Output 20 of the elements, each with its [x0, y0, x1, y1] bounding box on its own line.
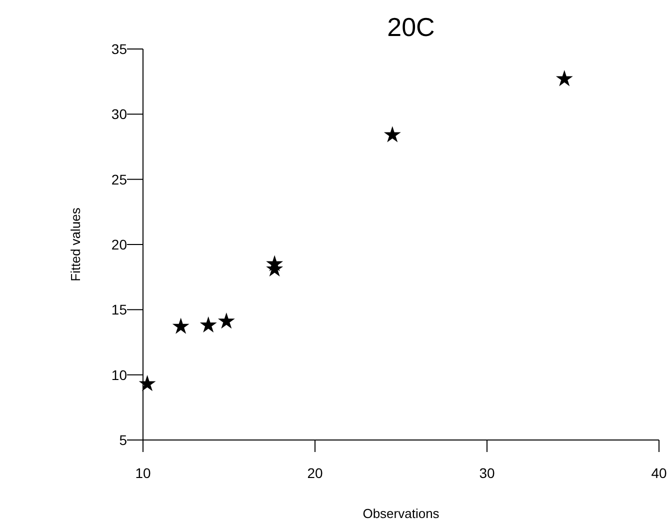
point [220, 314, 234, 328]
y-tick-label: 5 [119, 432, 128, 448]
x-tick-label: 30 [479, 465, 495, 481]
y-tick-label: 10 [111, 366, 128, 383]
chart-title: 20C [387, 12, 435, 42]
point [558, 72, 572, 85]
y-tick-label: 25 [111, 171, 128, 188]
y-tick-label: 20 [111, 236, 128, 252]
point [140, 376, 154, 390]
point [174, 319, 188, 333]
y-axis-title: Fitted values [68, 207, 83, 282]
x-axis-title: Observations [362, 506, 440, 521]
y-tick-label: 30 [111, 106, 128, 122]
point [202, 318, 216, 332]
point [386, 128, 400, 141]
x-tick-label: 20 [307, 465, 323, 481]
y-tick-label: 15 [111, 302, 128, 318]
x-tick-label: 40 [651, 465, 667, 481]
y-tick-label: 35 [111, 41, 128, 57]
x-tick-label: 10 [135, 465, 151, 481]
